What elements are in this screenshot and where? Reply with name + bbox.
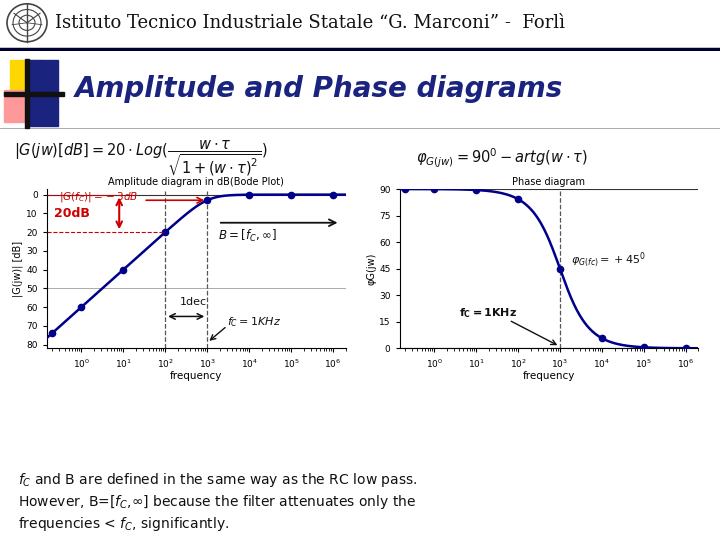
X-axis label: frequency: frequency — [170, 371, 222, 381]
Text: Amplitude and Phase diagrams: Amplitude and Phase diagrams — [75, 75, 563, 103]
Bar — [4, 92, 64, 96]
Title: Amplitude diagram in dB(Bode Plot): Amplitude diagram in dB(Bode Plot) — [108, 177, 284, 187]
Text: $\varphi_{G(fc)}=+45^0$: $\varphi_{G(fc)}=+45^0$ — [571, 251, 645, 269]
Text: frequencies < $f_C$, significantly.: frequencies < $f_C$, significantly. — [18, 515, 229, 533]
Title: Phase diagram: Phase diagram — [513, 177, 585, 187]
Text: $\varphi_{G(jw)} = 90^0 - artg(w \cdot \tau)$: $\varphi_{G(jw)} = 90^0 - artg(w \cdot \… — [416, 146, 588, 170]
Bar — [10, 60, 42, 93]
Y-axis label: |G(jw)| [dB]: |G(jw)| [dB] — [13, 241, 24, 296]
Bar — [4, 90, 30, 122]
Text: 1dec: 1dec — [179, 297, 207, 307]
Text: $|G(f_C)| = -3dB$: $|G(f_C)| = -3dB$ — [60, 191, 139, 205]
Text: $f_C$ and B are defined in the same way as the RC low pass.: $f_C$ and B are defined in the same way … — [18, 471, 418, 489]
X-axis label: frequency: frequency — [523, 371, 575, 381]
Text: Istituto Tecnico Industriale Statale “G. Marconi” -  Forlì: Istituto Tecnico Industriale Statale “G.… — [55, 14, 565, 32]
Y-axis label: φG(jw): φG(jw) — [366, 253, 377, 285]
Text: 20dB: 20dB — [54, 207, 90, 220]
Text: $|G(jw)[dB] = 20 \cdot Log(\dfrac{w \cdot \tau}{\sqrt{1+(w \cdot \tau)^2}})$: $|G(jw)[dB] = 20 \cdot Log(\dfrac{w \cdo… — [14, 138, 268, 178]
Text: However, B=[$f_C$,$\infty$] because the filter attenuates only the: However, B=[$f_C$,$\infty$] because the … — [18, 493, 416, 511]
Bar — [28, 59, 58, 126]
Text: $B=[f_C,\infty]$: $B=[f_C,\infty]$ — [218, 228, 276, 244]
Text: $\mathbf{f_C=1KHz}$: $\mathbf{f_C=1KHz}$ — [459, 306, 518, 320]
Bar — [25, 59, 29, 127]
Text: $f_C=1KHz$: $f_C=1KHz$ — [228, 315, 282, 329]
